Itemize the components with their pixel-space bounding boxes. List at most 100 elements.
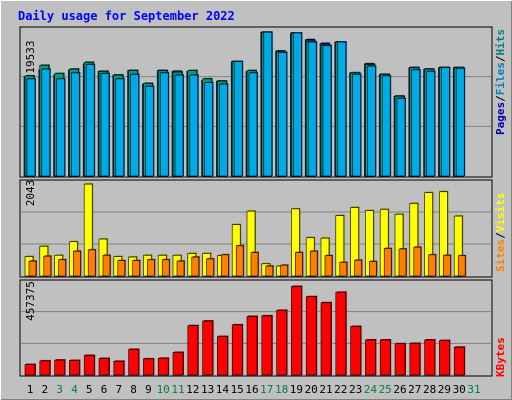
bar-sites-day-12 — [191, 256, 200, 277]
bar-kbytes-day-23 — [350, 325, 362, 376]
bar-sites-day-14 — [221, 253, 230, 277]
day-label-29: 29 — [438, 383, 451, 396]
day-label-31: 31 — [467, 383, 480, 396]
legend-separator: / — [494, 232, 507, 239]
legend-pages: Pages — [494, 102, 507, 135]
bar-files-day-2 — [41, 68, 51, 177]
bar-files-day-26 — [396, 97, 406, 177]
day-label-23: 23 — [349, 383, 362, 396]
day-label-24: 24 — [364, 383, 378, 396]
bar-sites-day-28 — [428, 253, 437, 277]
legend-files: Files — [494, 62, 507, 95]
day-label-26: 26 — [393, 383, 406, 396]
bar-sites-day-2 — [43, 255, 52, 277]
day-label-6: 6 — [101, 383, 108, 396]
legend-text: Sites/Visits — [494, 193, 507, 273]
bar-files-day-5 — [85, 63, 96, 177]
day-label-19: 19 — [290, 383, 303, 396]
bar-kbytes-day-29 — [439, 339, 451, 376]
bar-sites-day-18 — [280, 264, 289, 277]
bar-kbytes-day-4 — [69, 359, 81, 376]
bar-files-day-6 — [100, 72, 110, 177]
bar-sites-day-8 — [132, 259, 141, 277]
bar-kbytes-day-30 — [453, 346, 466, 376]
bar-files-day-27 — [411, 68, 421, 177]
day-label-7: 7 — [115, 383, 122, 396]
day-label-1: 1 — [27, 383, 34, 396]
bar-kbytes-day-25 — [379, 339, 392, 376]
day-label-2: 2 — [41, 383, 48, 396]
bar-files-day-18 — [278, 51, 288, 177]
panel-pages-files-hits — [19, 26, 493, 178]
bar-sites-day-1 — [28, 260, 37, 277]
bar-sites-day-7 — [117, 259, 126, 277]
bar-files-day-1 — [26, 77, 36, 177]
legend-separator: / — [494, 55, 507, 62]
bar-sites-day-13 — [206, 257, 215, 277]
bar-kbytes-day-14 — [217, 335, 229, 376]
bar-sites-day-16 — [250, 251, 259, 277]
bar-files-day-30 — [455, 67, 466, 177]
bar-sites-day-30 — [457, 254, 467, 277]
bar-kbytes-day-26 — [394, 342, 406, 376]
day-label-28: 28 — [423, 383, 436, 396]
bar-files-day-15 — [233, 60, 244, 177]
bar-sites-day-11 — [176, 260, 185, 277]
bars-pages-files-hits — [23, 31, 466, 177]
bar-kbytes-day-21 — [320, 301, 332, 376]
bar-files-day-14 — [219, 83, 229, 177]
bar-files-day-19 — [293, 32, 303, 177]
bar-files-day-12 — [189, 74, 199, 177]
bar-files-day-28 — [426, 70, 436, 177]
day-label-30: 30 — [453, 383, 466, 396]
day-label-27: 27 — [408, 383, 421, 396]
legend-separator: / — [494, 95, 507, 102]
day-label-20: 20 — [305, 383, 318, 396]
bar-files-day-25 — [381, 74, 392, 177]
bar-files-day-29 — [441, 66, 451, 177]
bar-files-day-13 — [204, 81, 214, 177]
legend-visits: Visits — [494, 193, 507, 233]
bar-kbytes-day-22 — [335, 291, 347, 376]
bar-files-day-24 — [367, 65, 377, 177]
bar-kbytes-day-12 — [187, 324, 199, 376]
bar-files-day-17 — [263, 31, 273, 177]
day-label-10: 10 — [157, 383, 170, 396]
bar-kbytes-day-28 — [424, 339, 436, 376]
bar-files-day-21 — [322, 44, 332, 177]
legend-kbytes: KBytes — [494, 337, 507, 377]
y-max-label-visits: 2043 — [24, 180, 37, 207]
bar-kbytes-day-5 — [83, 354, 96, 376]
y-max-label-hits: 19533 — [24, 40, 37, 73]
day-label-16: 16 — [245, 383, 258, 396]
bar-sites-day-19 — [295, 251, 304, 277]
day-label-5: 5 — [86, 383, 93, 396]
bar-files-day-9 — [145, 85, 155, 177]
chart-title: Daily usage for September 2022 — [18, 9, 235, 23]
legend-kbytes: KBytes — [494, 337, 507, 377]
bar-kbytes-day-13 — [202, 320, 214, 376]
bar-files-day-20 — [307, 41, 318, 177]
day-label-14: 14 — [216, 383, 230, 396]
bar-files-day-3 — [56, 77, 66, 177]
bar-kbytes-day-16 — [246, 315, 258, 376]
bar-kbytes-day-11 — [172, 351, 184, 376]
bar-files-day-11 — [174, 74, 184, 177]
bar-kbytes-day-24 — [365, 339, 377, 376]
bar-sites-day-27 — [413, 246, 422, 277]
bar-kbytes-day-17 — [261, 314, 273, 376]
x-axis-day-labels: 1 2 3 4 5 6 7 8 9 10 11 12 13 14 15 16 17 18 19 20 21 22 23 24 2… — [27, 383, 481, 396]
bar-sites-day-17 — [265, 265, 274, 277]
bar-sites-day-10 — [161, 258, 171, 277]
day-label-15: 15 — [231, 383, 244, 396]
legend-sites: Sites — [494, 239, 507, 272]
bar-sites-day-29 — [443, 254, 452, 277]
bar-sites-day-20 — [309, 250, 319, 277]
bar-files-day-10 — [159, 71, 170, 177]
y-max-label-kbytes: 457375 — [24, 281, 37, 321]
panel-kbytes — [19, 279, 493, 377]
bar-kbytes-day-27 — [409, 342, 421, 376]
bar-kbytes-day-15 — [231, 323, 244, 376]
bar-sites-day-3 — [58, 258, 67, 277]
bar-sites-day-25 — [383, 247, 393, 277]
